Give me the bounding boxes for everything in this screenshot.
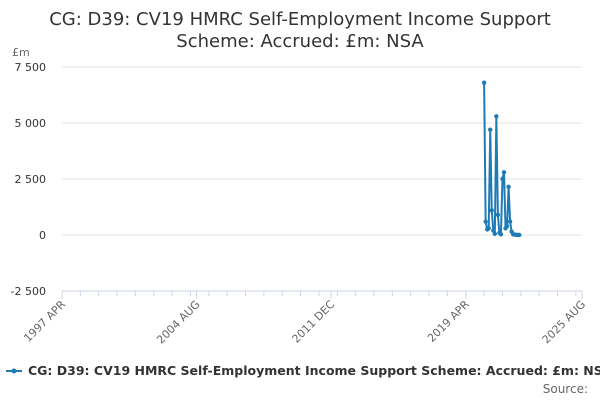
data-point[interactable] xyxy=(517,232,522,238)
y-axis-unit-label: £m xyxy=(12,46,30,59)
chart-title-line-2: Scheme: Accrued: £m: NSA xyxy=(176,31,424,52)
data-point[interactable] xyxy=(500,176,505,182)
data-point[interactable] xyxy=(483,219,488,224)
series-line xyxy=(483,82,520,236)
x-tick-label: 2011 DEC xyxy=(290,298,338,346)
legend-dot-marker xyxy=(11,368,17,374)
y-tick-label: 0 xyxy=(39,229,46,242)
data-point[interactable] xyxy=(504,223,510,229)
y-tick-label: 5 000 xyxy=(15,117,47,130)
data-point[interactable] xyxy=(492,231,498,237)
y-tick-label: 2 500 xyxy=(15,173,47,186)
data-point[interactable] xyxy=(491,228,496,233)
data-point[interactable] xyxy=(489,208,494,213)
y-tick-label: -2 500 xyxy=(11,285,46,298)
data-point[interactable] xyxy=(498,232,504,237)
data-point[interactable] xyxy=(506,184,511,190)
data-point[interactable] xyxy=(486,226,491,231)
data-point[interactable] xyxy=(481,80,487,85)
data-point[interactable] xyxy=(507,219,513,224)
data-point[interactable] xyxy=(488,127,493,132)
series-layer xyxy=(481,80,522,238)
source-label: Source: xyxy=(543,382,588,396)
x-tick-label: 2025 AUG xyxy=(540,298,589,347)
data-point[interactable] xyxy=(494,114,499,119)
data-point[interactable] xyxy=(495,212,501,218)
x-tick-label: 2019 APR xyxy=(425,298,472,345)
legend[interactable]: CG: D39: CV19 HMRC Self-Employment Incom… xyxy=(6,363,600,378)
data-point[interactable] xyxy=(501,170,507,175)
y-tick-label: 7 500 xyxy=(15,61,47,74)
x-tick-label: 1997 APR xyxy=(21,298,68,345)
legend-series-label: CG: D39: CV19 HMRC Self-Employment Incom… xyxy=(28,363,600,378)
chart-title-line-1: CG: D39: CV19 HMRC Self-Employment Incom… xyxy=(49,9,551,30)
x-tick-label: 2004 AUG xyxy=(154,298,203,347)
